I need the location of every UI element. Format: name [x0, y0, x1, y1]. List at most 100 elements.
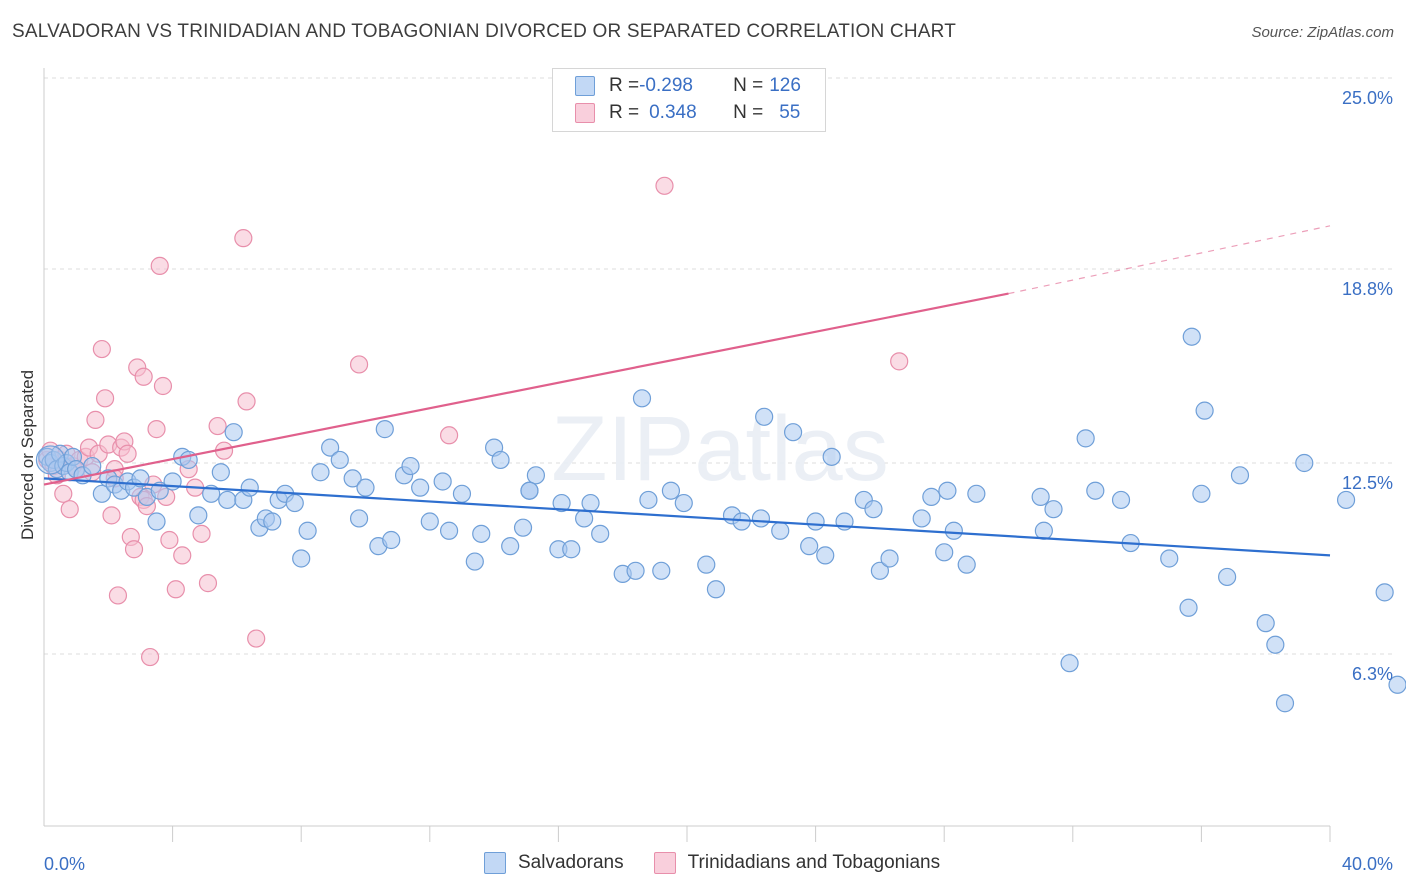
salvadoran-point	[263, 512, 282, 531]
salvadoran-point	[870, 561, 890, 580]
legend-swatch-pink	[575, 103, 595, 123]
trinidadian-trend-extension	[1008, 225, 1331, 295]
tick-labels: 6.3% 12.5% 18.8% 25.0% 0.0% 40.0%	[44, 88, 1393, 874]
salvadoran-point	[771, 521, 790, 540]
salvadoran-point	[800, 537, 819, 556]
trinidadian-point	[60, 500, 79, 519]
salvadoran-point	[1034, 521, 1053, 540]
trinidadian-point	[173, 546, 192, 565]
salvadoran-point	[401, 456, 420, 476]
watermark: ZIPatlas	[551, 398, 888, 500]
x-tick-label: 40.0%	[1342, 854, 1393, 874]
salvadoran-point	[1375, 583, 1394, 602]
x-tick-label: 0.0%	[44, 854, 85, 874]
salvadoran-point	[626, 561, 645, 580]
salvadoran-point	[806, 512, 825, 531]
trend-lines	[43, 225, 1331, 557]
trinidadian-point	[140, 647, 160, 667]
trinidadian-point	[439, 426, 459, 445]
salvadoran-point	[1256, 614, 1275, 633]
salvadoran-point	[632, 389, 652, 408]
salvadoran-point	[1266, 635, 1285, 654]
trinidadian-point	[108, 586, 128, 605]
trinidadian-trend-line	[43, 292, 1009, 486]
salvadoran-point	[639, 490, 658, 510]
trinidadian-point	[349, 355, 369, 374]
salvadoran-point	[1060, 654, 1079, 673]
salvadoran-point	[433, 472, 452, 491]
salvadoran-point	[575, 509, 594, 528]
salvadoran-point	[912, 509, 931, 528]
salvadoran-point	[420, 512, 439, 531]
salvadoran-point	[1031, 487, 1050, 506]
n-value: 55	[779, 102, 801, 123]
grid-lines	[44, 77, 1395, 655]
salvadoran-point	[880, 549, 899, 568]
salvadoran-point	[298, 521, 317, 540]
salvadoran-point	[816, 546, 835, 565]
salvadoran-point	[922, 487, 941, 506]
salvadoran-point	[472, 524, 491, 543]
salvadoran-point	[1179, 598, 1198, 617]
salvadoran-point	[330, 450, 349, 470]
salvadoran-point	[375, 420, 394, 439]
salvadoran-point	[697, 555, 716, 574]
salvadoran-point	[189, 506, 208, 525]
salvadoran-point	[1111, 490, 1131, 510]
trinidadian-point	[166, 580, 185, 599]
salvadoran-point	[755, 407, 774, 426]
salvadoran-point	[1044, 500, 1063, 519]
legend-label: Trinidadians and Tobagonians	[687, 852, 941, 873]
salvadoran-point	[591, 524, 610, 543]
salvadoran-point	[501, 537, 520, 556]
salvadoran-point	[674, 493, 693, 513]
source-label: Source: ZipAtlas.com	[1251, 24, 1394, 41]
n-label: N =	[733, 102, 764, 123]
trinidadian-point	[247, 629, 266, 648]
salvadoran-point-cluster	[35, 445, 66, 475]
salvadoran-point	[349, 509, 369, 528]
salvadoran-point	[311, 463, 330, 482]
salvadoran-point	[552, 493, 571, 513]
trinidadian-point	[208, 416, 227, 436]
y-tick-label: 6.3%	[1352, 664, 1393, 684]
y-tick-label: 18.8%	[1342, 279, 1393, 299]
salvadoran-point	[652, 561, 671, 580]
legend-swatch-blue	[484, 852, 506, 874]
legend-swatch-blue	[575, 76, 595, 96]
legend-row-salvadorans: R = -0.298 N = 126	[575, 74, 801, 98]
legend-item-trinidadians[interactable]: Trinidadians and Tobagonians	[653, 852, 941, 874]
salvadoran-point	[513, 518, 533, 537]
salvadoran-point	[92, 484, 111, 503]
salvadoran-point	[526, 466, 545, 485]
trinidadian-point	[102, 506, 121, 525]
trinidadian-point	[134, 367, 153, 386]
salvadoran-point	[706, 580, 726, 599]
salvadoran-point	[452, 484, 472, 503]
salvadoran-point	[1336, 490, 1356, 510]
salvadoran-point	[411, 478, 430, 497]
salvadoran-point	[1076, 429, 1095, 448]
legend-label: Salvadorans	[518, 852, 624, 873]
salvadoran-point	[439, 521, 459, 540]
trinidadian-point	[118, 444, 137, 463]
salvadoran-point	[783, 423, 803, 442]
salvadoran-point	[864, 500, 883, 519]
legend-row-trinidadians: R = 0.348 N = 55	[575, 101, 800, 125]
salvadoran-point	[224, 423, 243, 442]
salvadoran-point	[1160, 549, 1179, 568]
trinidadian-point	[237, 392, 256, 411]
trinidadian-point	[153, 376, 173, 396]
salvadoran-point	[465, 552, 484, 571]
salvadoran-point	[957, 555, 976, 574]
trinidadian-point	[198, 574, 218, 593]
salvadoran-point	[292, 549, 311, 568]
r-value: -0.298	[639, 75, 693, 96]
salvadoran-point	[1192, 484, 1211, 503]
salvadoran-point	[562, 540, 581, 559]
salvadoran-point	[1388, 675, 1406, 694]
legend-item-salvadorans[interactable]: Salvadorans	[484, 852, 624, 874]
salvadoran-point	[1295, 453, 1314, 473]
trinidadian-point	[54, 484, 73, 503]
